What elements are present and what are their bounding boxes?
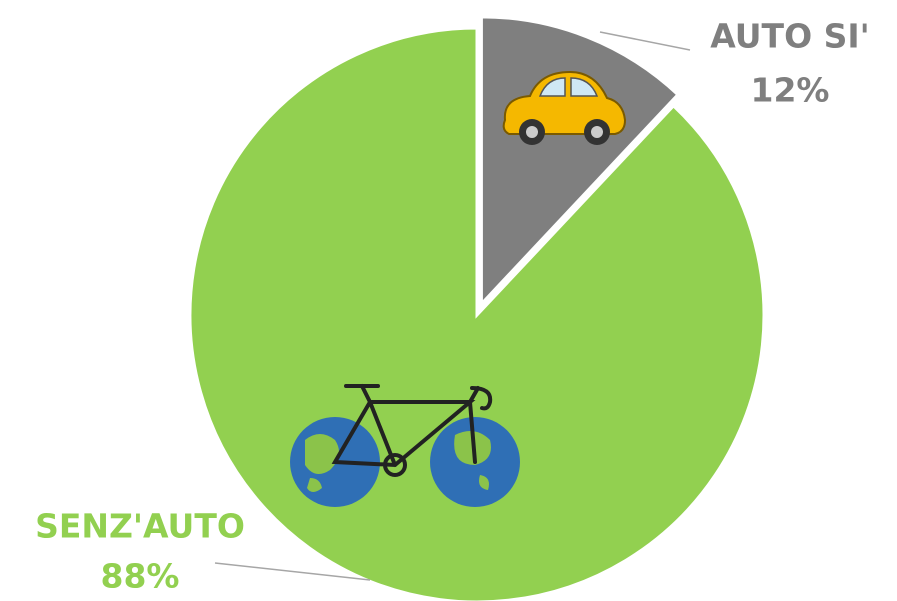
pie-slice — [188, 26, 766, 601]
value-label: 12% — [751, 71, 830, 110]
slice-label: AUTO SI' — [710, 17, 870, 56]
slice-label: SENZ'AUTO — [35, 507, 245, 546]
labels: AUTO SI' 12% SENZ'AUTO 88% — [35, 17, 870, 596]
pie-slice — [479, 15, 681, 308]
car-icon — [502, 70, 627, 145]
leader-line — [214, 562, 371, 581]
value-label: 88% — [101, 557, 180, 596]
leader-line — [599, 31, 691, 51]
bike-icon — [290, 384, 520, 507]
pie — [188, 15, 766, 601]
